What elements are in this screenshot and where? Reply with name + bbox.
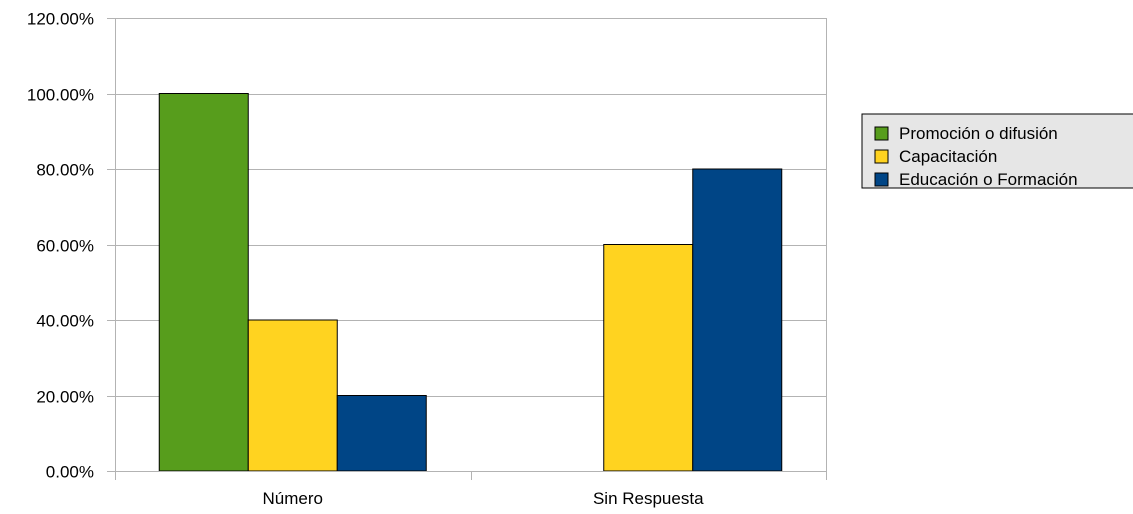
bar bbox=[692, 168, 783, 472]
y-tick-label: 120.00% bbox=[27, 10, 94, 29]
y-tick-label: 100.00% bbox=[27, 86, 94, 105]
legend-label: Educación o Formación bbox=[899, 170, 1078, 189]
y-tick-label: 20.00% bbox=[36, 388, 94, 407]
bars bbox=[158, 93, 783, 472]
bar bbox=[603, 244, 694, 472]
bar bbox=[247, 319, 338, 472]
legend-swatch bbox=[874, 172, 889, 187]
y-tick-label: 0.00% bbox=[46, 463, 94, 482]
legend-swatch bbox=[874, 149, 889, 164]
legend: Promoción o difusión Capacitación Educació… bbox=[861, 113, 1133, 189]
legend-swatch bbox=[874, 126, 889, 141]
y-tick-label: 60.00% bbox=[36, 237, 94, 256]
legend-box bbox=[861, 113, 1133, 189]
x-tick-label: Sin Respuesta bbox=[593, 489, 704, 508]
x-tick-label: Número bbox=[263, 489, 323, 508]
bar bbox=[336, 395, 427, 472]
y-tick-label: 40.00% bbox=[36, 312, 94, 331]
axes: 0.00% 20.00% 40.00% 60.00% 80.00% 100.00% 120.… bbox=[27, 10, 827, 508]
bar bbox=[158, 93, 249, 472]
y-tick-label: 80.00% bbox=[36, 161, 94, 180]
legend-label: Promoción o difusión bbox=[899, 124, 1058, 143]
legend-label: Capacitación bbox=[899, 147, 997, 166]
